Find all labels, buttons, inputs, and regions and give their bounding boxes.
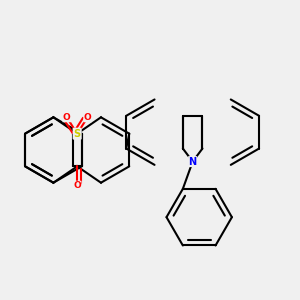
Text: O: O xyxy=(84,113,92,122)
Text: O: O xyxy=(63,113,71,122)
Text: O: O xyxy=(73,181,81,190)
Text: N: N xyxy=(189,157,197,166)
Text: S: S xyxy=(74,129,81,139)
